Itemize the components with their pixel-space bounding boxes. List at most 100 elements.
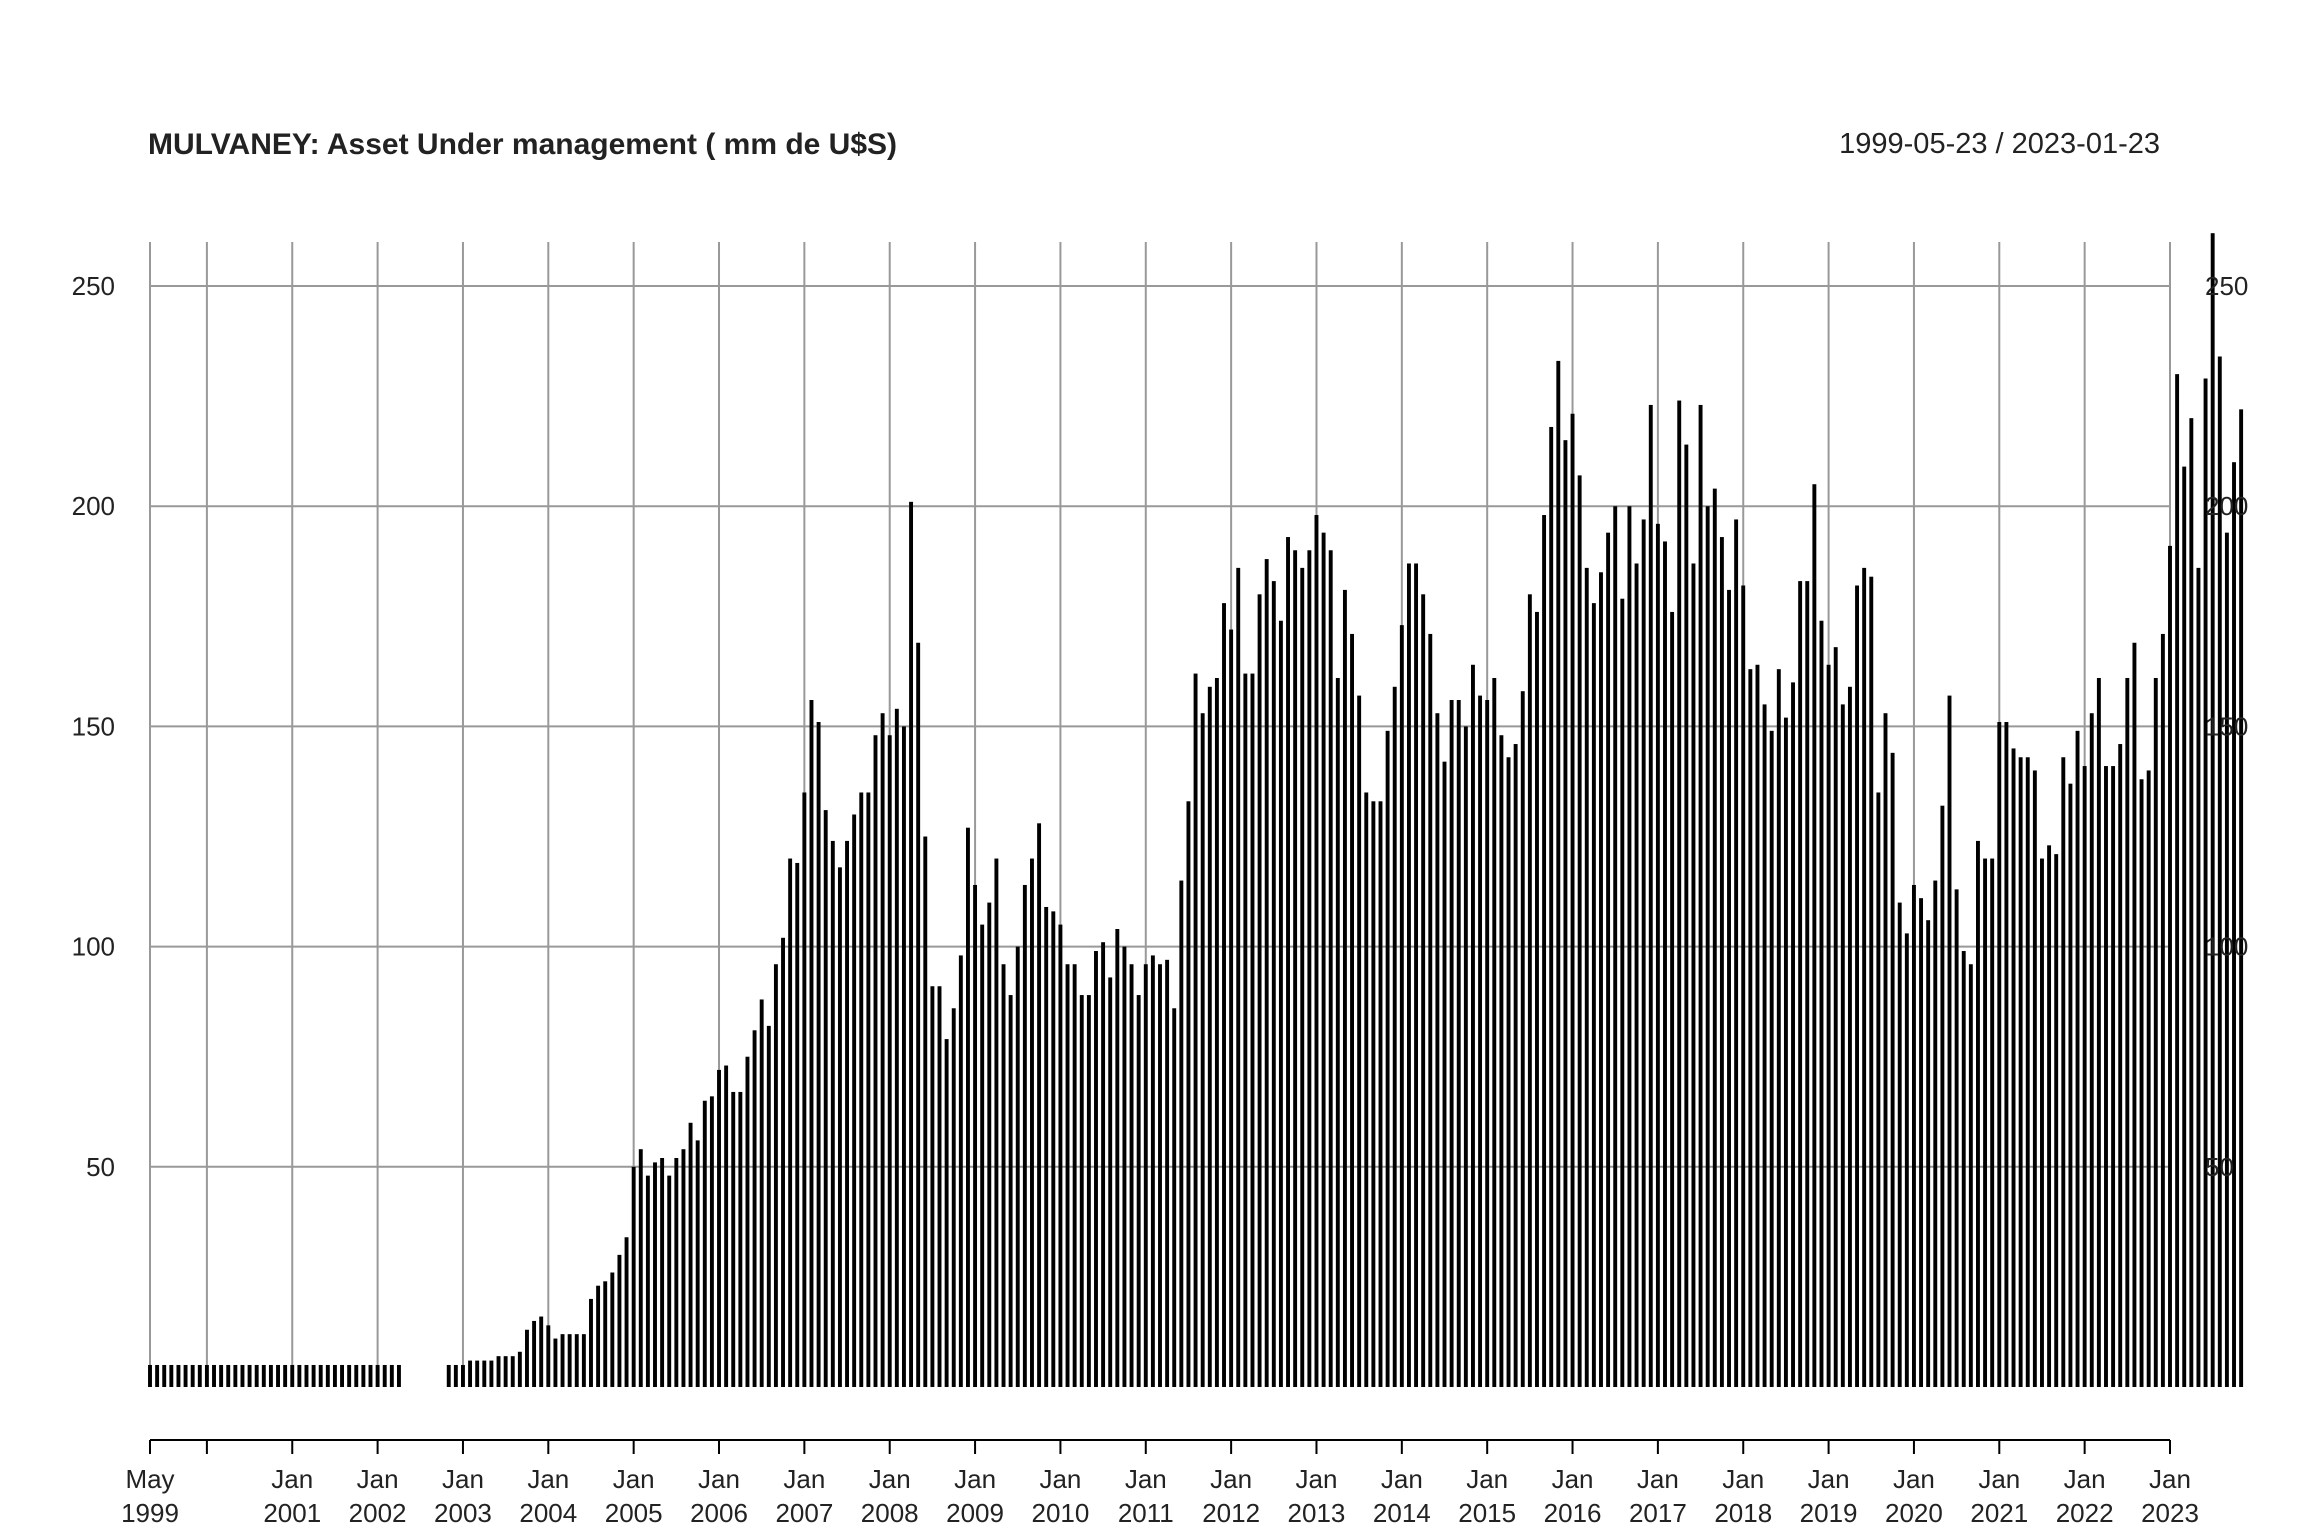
- x-tick-label-month: Jan: [1125, 1464, 1167, 1494]
- bar: [2189, 418, 2194, 1387]
- x-tick-label-year: 2002: [349, 1498, 407, 1528]
- bar: [1819, 620, 1824, 1387]
- x-tick-label-year: 2013: [1288, 1498, 1346, 1528]
- x-tick-label-month: Jan: [2064, 1464, 2106, 1494]
- bar: [2111, 766, 2116, 1387]
- x-tick-label-year: 2020: [1885, 1498, 1943, 1528]
- x-axis: May 1999 Jan 2001 Jan 2002 Jan 2003 Jan 2004 Jan 20…: [121, 1439, 2199, 1528]
- x-tick-label-year: 2012: [1202, 1498, 1260, 1528]
- bar: [930, 986, 935, 1387]
- bar: [1150, 955, 1155, 1387]
- bar: [1044, 906, 1049, 1387]
- y-tick-label: 200: [72, 491, 115, 521]
- bar: [1456, 700, 1461, 1387]
- bar: [830, 840, 835, 1387]
- bar: [1371, 801, 1376, 1387]
- bar: [1606, 532, 1611, 1387]
- bar: [1655, 523, 1660, 1387]
- bar: [311, 1364, 316, 1387]
- bar: [1172, 1008, 1177, 1387]
- bar: [2224, 532, 2229, 1387]
- bar: [574, 1334, 579, 1387]
- bar: [2239, 409, 2244, 1388]
- bar: [1079, 995, 1084, 1387]
- bar: [958, 955, 963, 1387]
- bar: [2068, 783, 2073, 1387]
- bar: [1392, 686, 1397, 1387]
- bar: [503, 1356, 508, 1387]
- bar: [1037, 823, 1042, 1387]
- bar: [1179, 880, 1184, 1387]
- bar: [382, 1364, 387, 1387]
- bar: [297, 1364, 302, 1387]
- bar: [525, 1329, 529, 1387]
- x-tick-label-month: Jan: [869, 1464, 911, 1494]
- y-tick-label-right: 250: [2205, 271, 2248, 301]
- bar: [1264, 559, 1269, 1387]
- bar: [461, 1364, 465, 1387]
- date-range-label: 1999-05-23 / 2023-01-23: [1839, 128, 2160, 160]
- bar: [1634, 563, 1639, 1387]
- bar: [1065, 964, 1070, 1387]
- bar: [1463, 726, 1468, 1387]
- bar: [1805, 581, 1810, 1387]
- bar: [653, 1162, 657, 1387]
- bar: [510, 1356, 515, 1387]
- x-tick-label-month: Jan: [1893, 1464, 1935, 1494]
- x-tick-label-month: Jan: [1978, 1464, 2020, 1494]
- bar: [837, 867, 842, 1387]
- bar: [966, 827, 970, 1387]
- x-tick-label-year: 2007: [775, 1498, 833, 1528]
- bar: [1684, 444, 1689, 1388]
- bar: [1670, 611, 1675, 1387]
- bar: [1762, 704, 1767, 1387]
- bar: [2196, 567, 2201, 1387]
- x-tick-label-year: 2017: [1629, 1498, 1687, 1528]
- bar: [1030, 858, 1034, 1387]
- bar: [2032, 770, 2037, 1387]
- bar: [745, 1056, 750, 1387]
- bar: [2160, 633, 2165, 1387]
- bar: [1741, 585, 1746, 1387]
- bar: [2061, 757, 2066, 1387]
- bar: [752, 1030, 757, 1387]
- bar: [247, 1364, 252, 1387]
- bar: [453, 1364, 458, 1387]
- x-tick-label-year: 2008: [861, 1498, 919, 1528]
- bar: [1001, 964, 1006, 1387]
- bar: [1919, 898, 1924, 1387]
- bar: [709, 1096, 714, 1387]
- bar: [482, 1360, 487, 1387]
- bar: [1421, 594, 1426, 1387]
- bar: [546, 1325, 551, 1387]
- bar: [987, 902, 992, 1387]
- x-tick-label-year: 2016: [1544, 1498, 1602, 1528]
- x-tick-label-month: Jan: [954, 1464, 996, 1494]
- x-tick-label-year: 2004: [519, 1498, 577, 1528]
- bar: [1549, 426, 1554, 1388]
- x-tick-label-year: 1999: [121, 1498, 179, 1528]
- bar: [1577, 475, 1582, 1387]
- bar: [1229, 629, 1234, 1387]
- x-tick-label-month: Jan: [783, 1464, 825, 1494]
- x-tick-label-year: 2015: [1458, 1498, 1516, 1528]
- x-tick-label-year: 2005: [605, 1498, 663, 1528]
- bar: [2125, 677, 2130, 1387]
- chart-title: MULVANEY: Asset Under management ( mm de…: [148, 128, 898, 161]
- bar: [1862, 567, 1867, 1387]
- bar: [1357, 695, 1362, 1387]
- bar: [631, 1166, 636, 1387]
- bar: [1755, 664, 1760, 1387]
- bar: [1719, 537, 1724, 1387]
- bar: [916, 642, 921, 1387]
- bar: [1478, 695, 1483, 1387]
- bar: [795, 862, 800, 1387]
- bar: [1485, 700, 1490, 1387]
- bar: [610, 1272, 615, 1387]
- x-tick-label-month: Jan: [1296, 1464, 1338, 1494]
- bar: [1449, 700, 1454, 1387]
- bar: [226, 1364, 231, 1387]
- bar: [1883, 713, 1888, 1387]
- bar: [2082, 766, 2087, 1387]
- y-tick-label-right: 200: [2205, 491, 2248, 521]
